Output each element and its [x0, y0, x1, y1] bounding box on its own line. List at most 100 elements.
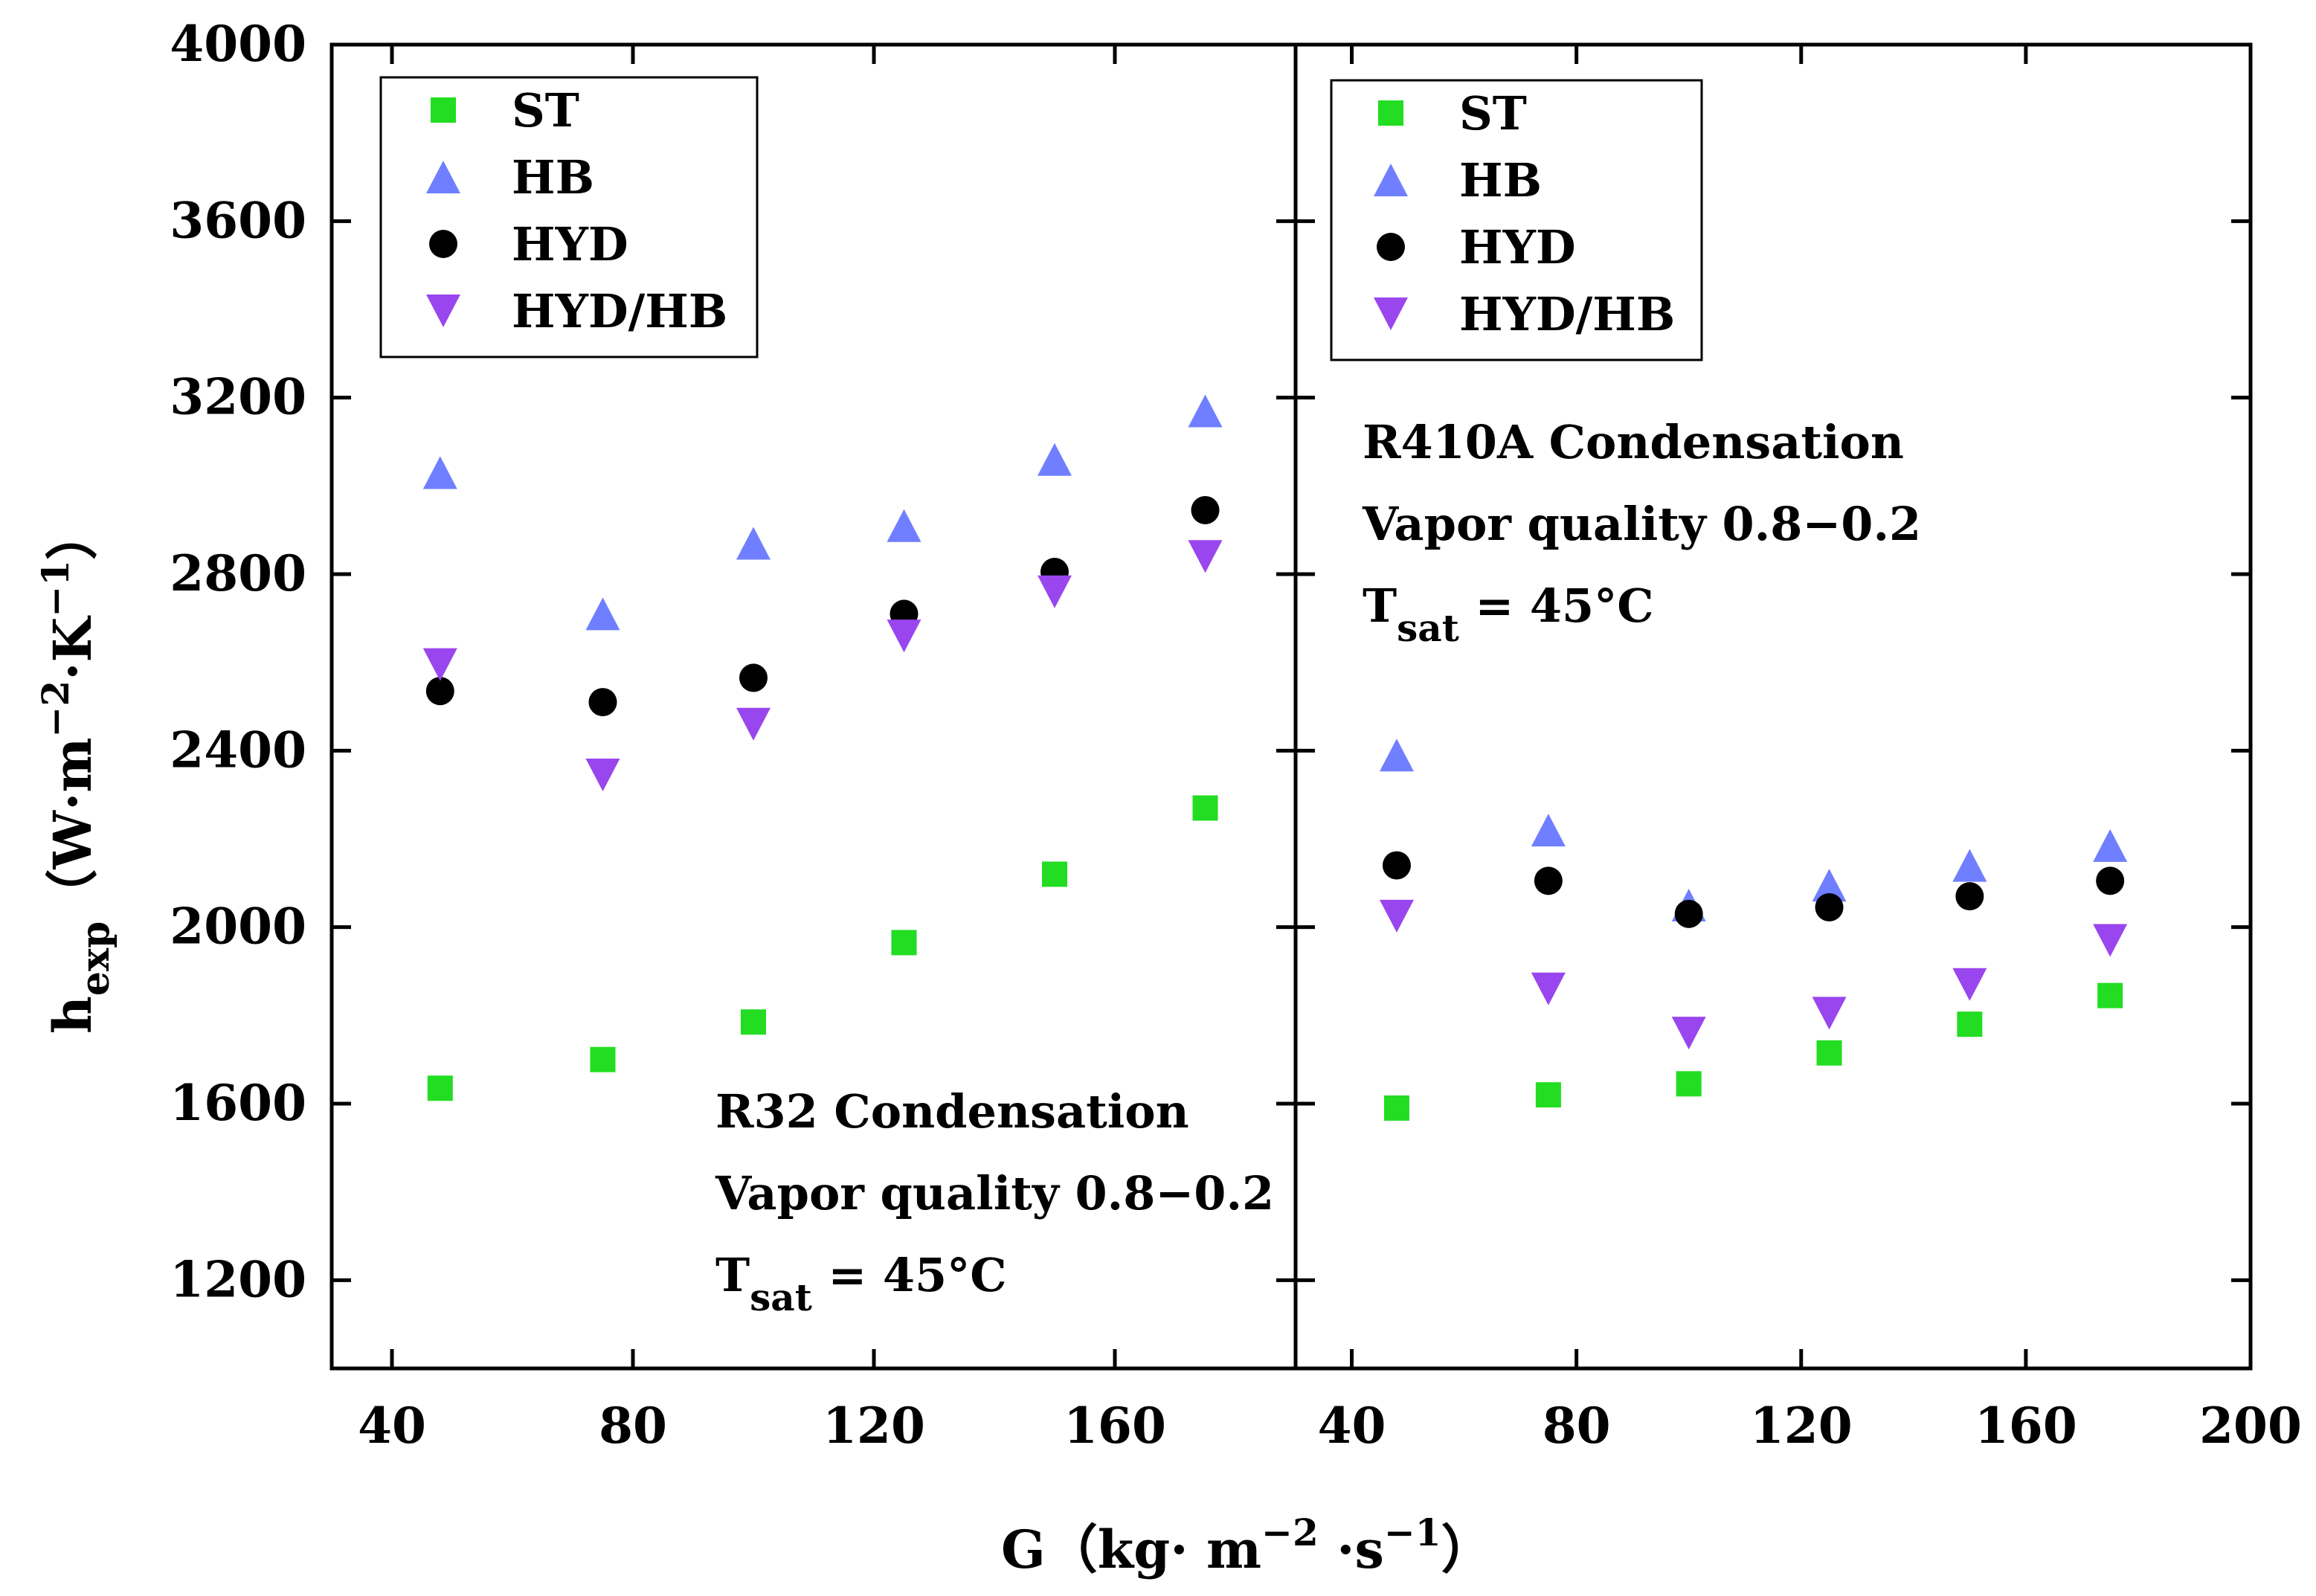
data-point-hyd-hb: [1038, 575, 1072, 608]
x-tick-label: 120: [823, 1397, 925, 1455]
data-point-hyd-hb: [1952, 968, 1987, 1001]
legend-label-hyd: HYD: [1459, 220, 1576, 274]
right-x-ticks: 40 80 120 160 200: [1318, 45, 2302, 1455]
left-annotation: R32 Condensation Vapor quality 0.8−0.2 T…: [715, 1084, 1274, 1319]
data-point-hyd: [1815, 892, 1844, 921]
legend-marker-st: [1378, 100, 1403, 126]
x-tick-label: 160: [1064, 1397, 1166, 1455]
x-axis-title-main: G（kg· m: [1001, 1519, 1261, 1580]
data-point-hyd-hb: [2093, 924, 2128, 957]
x-axis-title-mid: ·s: [1319, 1519, 1384, 1580]
data-point-hb: [585, 597, 620, 631]
legend-label-st: ST: [1459, 86, 1527, 141]
y-axis-title-sup1: −2: [33, 680, 77, 738]
x-tick-label: 200: [2199, 1397, 2302, 1455]
data-point-hb: [1188, 394, 1223, 428]
left-annotation-line2: Vapor quality 0.8−0.2: [715, 1166, 1274, 1220]
y-tick-label: 4000: [170, 15, 306, 73]
right-data-series: [1379, 739, 2128, 1121]
data-point-hb: [1379, 739, 1414, 772]
data-point-st: [1192, 795, 1218, 821]
right-annotation-line3: Tsat = 45°C: [1363, 579, 1654, 650]
y-tick-label: 2800: [170, 544, 306, 602]
x-axis-title-sup1: −2: [1261, 1510, 1319, 1554]
data-point-hyd-hb: [887, 620, 921, 653]
legend-marker-hyd-hb: [426, 295, 460, 327]
y-axis-title-sub: exp: [73, 921, 118, 996]
data-point-hyd-hb: [1531, 972, 1566, 1005]
tsat-symbol: T: [1363, 579, 1397, 633]
y-axis-title-units: （W·m: [42, 738, 103, 921]
data-point-hyd: [588, 688, 617, 717]
legend-label-hyd: HYD: [512, 217, 628, 271]
y-tick-label: 3200: [170, 368, 306, 426]
data-point-hyd: [1382, 851, 1411, 880]
legend-marker-hyd: [1377, 233, 1405, 261]
data-point-hyd-hb: [1812, 997, 1847, 1030]
y-axis-title-units3: ）: [42, 508, 103, 560]
x-tick-label: 40: [1318, 1397, 1386, 1455]
right-legend: ST HB HYD HYD/HB: [1330, 79, 1703, 361]
y-tick-label: 2000: [170, 898, 306, 956]
data-point-hb: [1812, 869, 1847, 902]
data-point-hyd-hb: [736, 707, 771, 741]
y-axis-title-main: h: [42, 996, 103, 1034]
data-point-hb: [1038, 443, 1072, 476]
data-point-hb: [887, 509, 921, 542]
x-tick-label: 80: [599, 1397, 667, 1455]
data-point-hyd: [1674, 899, 1703, 928]
data-point-hyd: [1191, 495, 1220, 524]
y-tick-label: 1600: [170, 1074, 306, 1132]
tsat-value: = 45°C: [812, 1248, 1007, 1302]
data-point-st: [2097, 982, 2123, 1008]
data-point-st: [1816, 1040, 1842, 1066]
data-point-hb: [422, 456, 457, 489]
data-point-hb: [2093, 828, 2128, 862]
data-point-hyd-hb: [1379, 899, 1414, 933]
data-point-hyd: [1955, 882, 1984, 911]
legend-label-st: ST: [512, 83, 579, 138]
tsat-subscript: sat: [750, 1275, 812, 1319]
y-ticks: 1200 1600 2000 2400 2800 3200 3600 4000: [170, 15, 2251, 1308]
data-point-hyd-hb: [422, 648, 457, 681]
y-tick-label: 2400: [170, 721, 306, 779]
x-tick-label: 120: [1750, 1397, 1853, 1455]
y-tick-label: 1200: [170, 1250, 306, 1308]
data-point-hb: [1952, 849, 1987, 882]
left-annotation-line3: Tsat = 45°C: [715, 1248, 1007, 1319]
data-point-st: [1042, 861, 1067, 887]
legend-label-hyd-hb: HYD/HB: [512, 284, 727, 338]
x-tick-label: 160: [1975, 1397, 2077, 1455]
left-legend: ST HB HYD HYD/HB: [379, 76, 759, 358]
tsat-symbol: T: [715, 1248, 750, 1302]
x-tick-label: 80: [1543, 1397, 1611, 1455]
legend-marker-hyd: [429, 230, 457, 258]
left-annotation-line1: R32 Condensation: [715, 1084, 1189, 1139]
tsat-value: = 45°C: [1459, 579, 1654, 633]
right-annotation-line1: R410A Condensation: [1363, 415, 1904, 469]
right-panel-frame: [1293, 42, 2253, 1371]
data-point-st: [1383, 1095, 1409, 1121]
data-point-hyd: [739, 663, 768, 692]
left-x-ticks: 40 80 120 160: [358, 45, 1166, 1455]
y-axis-title-units2: ·K: [42, 616, 103, 680]
data-point-hyd: [425, 677, 454, 706]
data-point-st: [590, 1046, 616, 1072]
legend-label-hb: HB: [512, 150, 594, 205]
legend-marker-st: [431, 97, 456, 123]
data-point-hyd-hb: [1671, 1017, 1706, 1050]
legend-marker-hyd-hb: [1374, 297, 1408, 330]
data-point-hyd-hb: [585, 758, 620, 791]
data-point-hyd-hb: [1188, 540, 1223, 573]
y-axis-title-sup2: −1: [33, 560, 77, 617]
right-annotation: R410A Condensation Vapor quality 0.8−0.2…: [1362, 415, 1921, 650]
x-axis-title-end: ）: [1441, 1519, 1493, 1580]
data-point-hyd: [1534, 866, 1563, 895]
legend-marker-hb: [426, 161, 460, 193]
x-axis-title: G（kg· m−2 ·s−1）: [1001, 1510, 1493, 1580]
x-tick-label: 40: [358, 1397, 426, 1455]
right-annotation-line2: Vapor quality 0.8−0.2: [1362, 497, 1921, 551]
x-axis-title-sup2: −1: [1384, 1510, 1441, 1554]
